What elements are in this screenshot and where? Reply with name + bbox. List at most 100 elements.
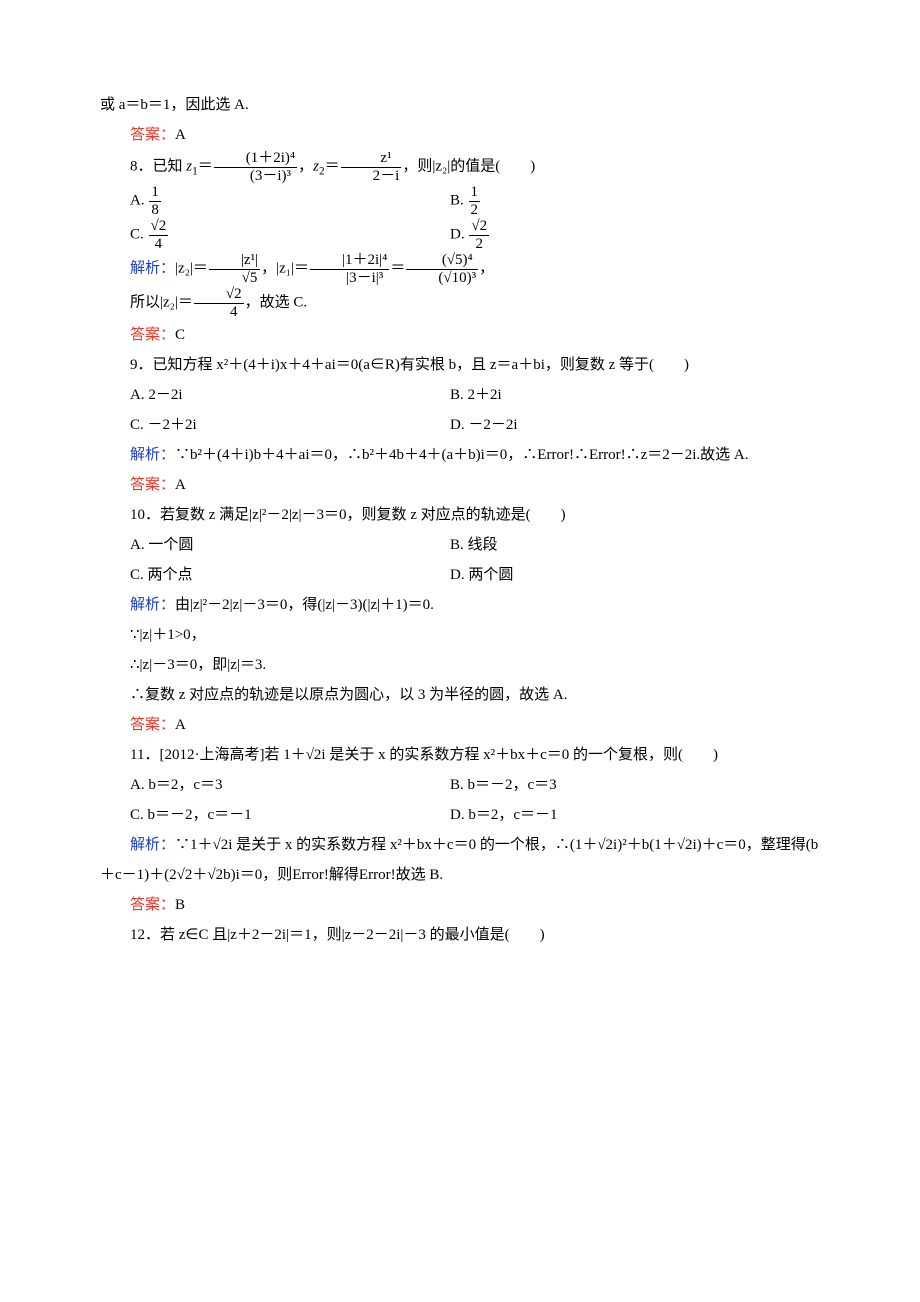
q10-options-row1: A. 一个圆 B. 线段: [100, 530, 820, 560]
prev-answer: 答案：A: [100, 120, 820, 150]
frac-den: (3－i)³: [214, 168, 297, 185]
q8-options-row1: A. 18 B. 12: [100, 184, 820, 218]
opt-label: C.: [130, 226, 144, 242]
q8-opt-a: A. 18: [130, 184, 450, 218]
q8-opt-c: C. √24: [130, 218, 450, 252]
frac-den: 2－i: [341, 168, 402, 185]
q9-answer: 答案：A: [100, 470, 820, 500]
q12-stem-text: 若 z∈C 且|z＋2－2i|＝1，则|z－2－2i|－3 的最小值是( ): [160, 927, 545, 943]
eq-lhs: |z₂|＝: [175, 260, 208, 276]
prev-trailer: 或 a＝b＝1，因此选 A.: [100, 90, 820, 120]
q10-an-l3: ∴|z|－3＝0，即|z|＝3.: [100, 650, 820, 680]
q8-d-frac: √22: [469, 218, 489, 252]
frac-num: √2: [469, 218, 489, 236]
frac-num: 1: [149, 184, 161, 202]
frac-den: √5: [209, 270, 260, 287]
frac-num: 1: [469, 184, 481, 202]
q10-stem-text: 若复数 z 满足|z|²－2|z|－3＝0，则复数 z 对应点的轨迹是( ): [160, 507, 566, 523]
frac-num: √2: [149, 218, 169, 236]
frac-num: z¹: [341, 150, 402, 168]
q9-options-row1: A. 2－2i B. 2＋2i: [100, 380, 820, 410]
q12-stem: 12．若 z∈C 且|z＋2－2i|＝1，则|z－2－2i|－3 的最小值是( …: [100, 920, 820, 950]
q10-opt-a: A. 一个圆: [130, 530, 450, 560]
q-number: 12．: [130, 927, 160, 943]
frac-num: |1＋2i|⁴: [310, 252, 389, 270]
q9-opt-c: C. －2＋2i: [130, 410, 450, 440]
analysis-label: 解析：: [130, 447, 175, 463]
frac-den: 2: [469, 202, 481, 219]
q10-opt-d: D. 两个圆: [450, 560, 820, 590]
q9-analysis: 解析：∵b²＋(4＋i)b＋4＋ai＝0，∴b²＋4b＋4＋(a＋b)i＝0，∴…: [100, 440, 820, 470]
q8-a-frac: 18: [149, 184, 161, 218]
q9-options-row2: C. －2＋2i D. －2－2i: [100, 410, 820, 440]
q9-stem: 9．已知方程 x²＋(4＋i)x＋4＋ai＝0(a∈R)有实根 b，且 z＝a＋…: [100, 350, 820, 380]
q8-stem-after: ，则|z₂|的值是( ): [402, 158, 535, 174]
q8-analysis-1: 解析：|z₂|＝|z¹|√5，|z₁|＝|1＋2i|⁴|3－i|³＝(√5)⁴(…: [100, 252, 820, 286]
q11-opt-a: A. b＝2，c＝3: [130, 770, 450, 800]
frac-num: √2: [194, 286, 244, 304]
q8-stem: 8．已知 z1＝(1＋2i)⁴(3－i)³，z2＝z¹2－i，则|z₂|的值是(…: [100, 150, 820, 184]
opt-label: B.: [450, 192, 464, 208]
q11-tag: [2012·上海高考]: [159, 747, 264, 763]
frac-num: (√5)⁴: [406, 252, 478, 270]
q8-analysis-2: 所以|z₂|＝√24，故选 C.: [100, 286, 820, 320]
q11-stem-text: 若 1＋√2i 是关于 x 的实系数方程 x²＋bx＋c＝0 的一个复根，则( …: [264, 747, 718, 763]
q11-stem: 11．[2012·上海高考]若 1＋√2i 是关于 x 的实系数方程 x²＋bx…: [100, 740, 820, 770]
q-number: 11．: [130, 747, 159, 763]
q8-an2-frac: √24: [194, 286, 244, 320]
q8-b-frac: 12: [469, 184, 481, 218]
analysis-label: 解析：: [130, 260, 175, 276]
prev-trailer-text: 或 a＝b＝1，因此选 A.: [100, 97, 249, 113]
frac-den: 8: [149, 202, 161, 219]
q9-stem-text: 已知方程 x²＋(4＋i)x＋4＋ai＝0(a∈R)有实根 b，且 z＝a＋bi…: [153, 357, 690, 373]
q10-options-row2: C. 两个点 D. 两个圆: [100, 560, 820, 590]
q-number: 9．: [130, 357, 153, 373]
opt-label: A.: [130, 192, 145, 208]
q8-c-frac: √24: [149, 218, 169, 252]
frac-num: (1＋2i)⁴: [214, 150, 297, 168]
answer-value: A: [175, 477, 186, 493]
answer-value: B: [175, 897, 185, 913]
q-number: 8．: [130, 158, 153, 174]
q10-analysis-1: 解析：由|z|²－2|z|－3＝0，得(|z|－3)(|z|＋1)＝0.: [100, 590, 820, 620]
q11-options-row1: A. b＝2，c＝3 B. b＝－2，c＝3: [100, 770, 820, 800]
q11-options-row2: C. b＝－2，c＝－1 D. b＝2，c＝－1: [100, 800, 820, 830]
q8-an-f2: |1＋2i|⁴|3－i|³: [310, 252, 389, 286]
analysis-label: 解析：: [130, 837, 175, 853]
eq-mid: ，|z₁|＝: [261, 260, 309, 276]
q10-an-l4: ∴复数 z 对应点的轨迹是以原点为圆心，以 3 为半径的圆，故选 A.: [100, 680, 820, 710]
q10-an-l1: 由|z|²－2|z|－3＝0，得(|z|－3)(|z|＋1)＝0.: [175, 597, 434, 613]
answer-value: C: [175, 327, 185, 343]
answer-value: A: [175, 127, 186, 143]
q11-analysis-text: ∵1＋√2i 是关于 x 的实系数方程 x²＋bx＋c＝0 的一个根，∴(1＋√…: [100, 837, 818, 883]
frac-num: |z¹|: [209, 252, 260, 270]
q11-analysis: 解析：∵1＋√2i 是关于 x 的实系数方程 x²＋bx＋c＝0 的一个根，∴(…: [100, 830, 820, 890]
sep: ，: [298, 158, 313, 174]
frac-den: 4: [149, 236, 169, 253]
q9-opt-a: A. 2－2i: [130, 380, 450, 410]
answer-label: 答案：: [130, 897, 175, 913]
q8-an-f3: (√5)⁴(√10)³: [406, 252, 478, 286]
eq-tail: ，故选 C.: [245, 294, 308, 310]
q11-opt-c: C. b＝－2，c＝－1: [130, 800, 450, 830]
q11-opt-d: D. b＝2，c＝－1: [450, 800, 820, 830]
eq-tail: ，: [479, 260, 494, 276]
answer-value: A: [175, 717, 186, 733]
eq-lead: 所以|z₂|＝: [130, 294, 193, 310]
q10-stem: 10．若复数 z 满足|z|²－2|z|－3＝0，则复数 z 对应点的轨迹是( …: [100, 500, 820, 530]
q11-opt-b: B. b＝－2，c＝3: [450, 770, 820, 800]
q10-opt-c: C. 两个点: [130, 560, 450, 590]
q-number: 10．: [130, 507, 160, 523]
q8-answer: 答案：C: [100, 320, 820, 350]
q8-z2-frac: z¹2－i: [341, 150, 402, 184]
eq-sign: ＝: [390, 260, 405, 276]
frac-den: 4: [194, 304, 244, 321]
opt-label: D.: [450, 226, 465, 242]
q8-opt-b: B. 12: [450, 184, 820, 218]
analysis-label: 解析：: [130, 597, 175, 613]
q9-analysis-text: ∵b²＋(4＋i)b＋4＋ai＝0，∴b²＋4b＋4＋(a＋b)i＝0，∴Err…: [175, 447, 749, 463]
answer-label: 答案：: [130, 127, 175, 143]
q9-opt-d: D. －2－2i: [450, 410, 820, 440]
frac-den: (√10)³: [406, 270, 478, 287]
q11-answer: 答案：B: [100, 890, 820, 920]
